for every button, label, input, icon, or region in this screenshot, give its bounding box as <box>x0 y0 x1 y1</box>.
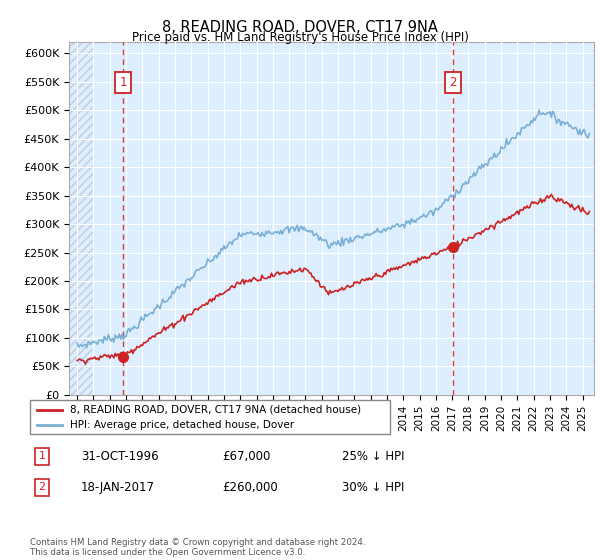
Text: HPI: Average price, detached house, Dover: HPI: Average price, detached house, Dove… <box>70 419 294 430</box>
Text: 1: 1 <box>38 451 46 461</box>
Text: Price paid vs. HM Land Registry's House Price Index (HPI): Price paid vs. HM Land Registry's House … <box>131 31 469 44</box>
Text: 8, READING ROAD, DOVER, CT17 9NA (detached house): 8, READING ROAD, DOVER, CT17 9NA (detach… <box>70 405 361 415</box>
Text: £260,000: £260,000 <box>222 480 278 494</box>
Text: 18-JAN-2017: 18-JAN-2017 <box>81 480 155 494</box>
Polygon shape <box>69 42 92 395</box>
Text: Contains HM Land Registry data © Crown copyright and database right 2024.
This d: Contains HM Land Registry data © Crown c… <box>30 538 365 557</box>
Text: 1: 1 <box>119 76 127 89</box>
Text: 2: 2 <box>449 76 457 89</box>
Text: 8, READING ROAD, DOVER, CT17 9NA: 8, READING ROAD, DOVER, CT17 9NA <box>162 20 438 35</box>
Text: 31-OCT-1996: 31-OCT-1996 <box>81 450 158 463</box>
Text: 25% ↓ HPI: 25% ↓ HPI <box>342 450 404 463</box>
Text: 2: 2 <box>38 482 46 492</box>
FancyBboxPatch shape <box>30 400 390 434</box>
Text: 30% ↓ HPI: 30% ↓ HPI <box>342 480 404 494</box>
Text: £67,000: £67,000 <box>222 450 271 463</box>
